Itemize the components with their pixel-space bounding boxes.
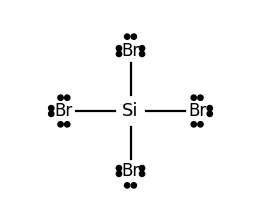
- Circle shape: [139, 165, 145, 171]
- Circle shape: [124, 34, 130, 39]
- Circle shape: [131, 34, 137, 39]
- Circle shape: [58, 122, 63, 127]
- Circle shape: [207, 105, 212, 111]
- Circle shape: [191, 122, 197, 127]
- Circle shape: [116, 165, 122, 171]
- Circle shape: [139, 51, 145, 57]
- Circle shape: [116, 51, 122, 57]
- Circle shape: [116, 46, 122, 51]
- Circle shape: [131, 183, 137, 188]
- Circle shape: [191, 95, 197, 100]
- Circle shape: [49, 111, 54, 117]
- Circle shape: [116, 171, 122, 176]
- Circle shape: [124, 183, 130, 188]
- Text: Br: Br: [55, 102, 73, 120]
- Text: Br: Br: [188, 102, 206, 120]
- Circle shape: [198, 95, 203, 100]
- Circle shape: [64, 122, 70, 127]
- Circle shape: [139, 171, 145, 176]
- Text: Br: Br: [121, 162, 140, 180]
- Circle shape: [58, 95, 63, 100]
- Circle shape: [64, 95, 70, 100]
- Circle shape: [49, 105, 54, 111]
- Text: Si: Si: [122, 102, 139, 120]
- Circle shape: [198, 122, 203, 127]
- Circle shape: [139, 46, 145, 51]
- Circle shape: [207, 111, 212, 117]
- Text: Br: Br: [121, 42, 140, 60]
